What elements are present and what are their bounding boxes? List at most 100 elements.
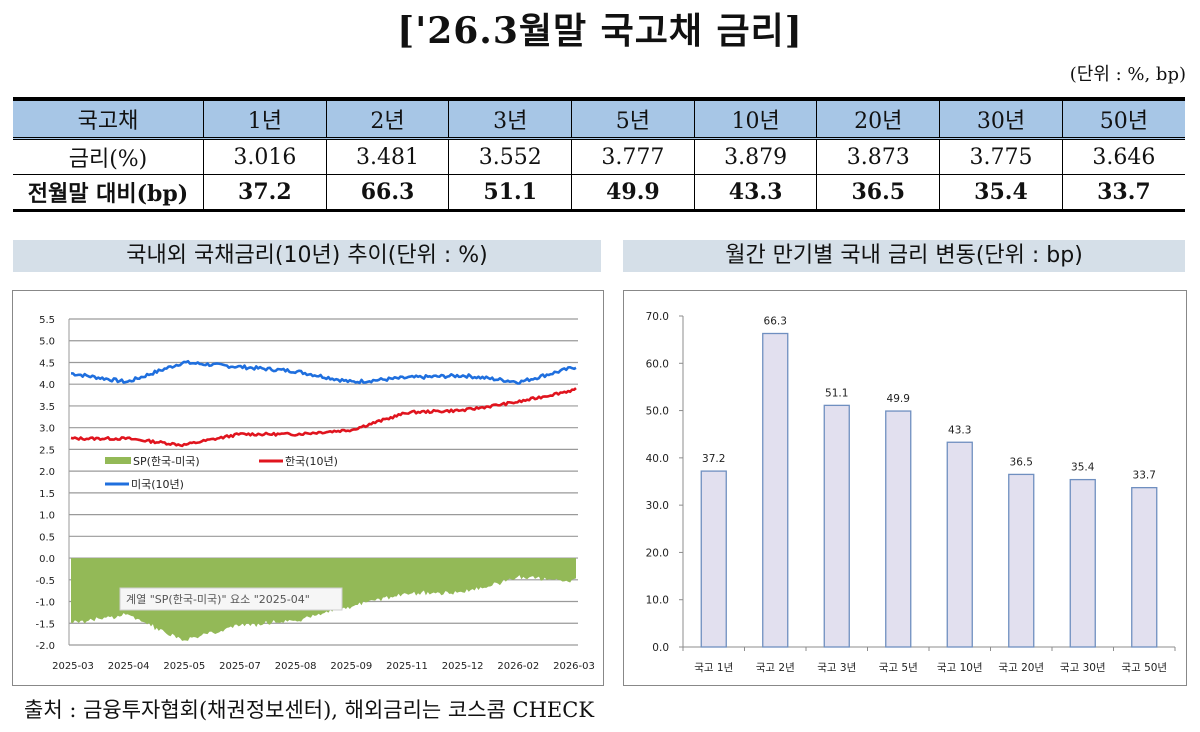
x-category-label: 국고 5년 — [879, 662, 918, 674]
x-tick-label: 2025-07 — [219, 661, 261, 672]
page-title: ['26.3월말 국고채 금리] — [397, 10, 803, 52]
header-tenor: 30년 — [939, 99, 1063, 139]
bar — [823, 404, 850, 648]
header-tenor: 3년 — [448, 99, 573, 139]
y-tick-label: -1.5 — [35, 619, 55, 630]
x-category-label: 국고 2년 — [756, 662, 795, 674]
bar — [1131, 486, 1158, 648]
bar-chart-panel: 70.0 60.0 50.0 40.0 30.0 20.0 10.0 0.0 37.2 국고 1년… — [623, 290, 1187, 686]
x-tick-label: 2025-04 — [108, 661, 150, 672]
header-tenor: 20년 — [816, 99, 941, 139]
x-category-label: 국고 50년 — [1121, 662, 1167, 674]
bar-data-label: 66.3 — [764, 315, 787, 327]
bar-data-label: 43.3 — [948, 424, 971, 436]
change-cell: 36.5 — [816, 174, 941, 211]
y-tick-label: 20.0 — [646, 547, 669, 559]
header-tenor: 5년 — [571, 99, 695, 139]
row-label: 전월말 대비(bp) — [13, 174, 204, 211]
rate-cell: 3.646 — [1061, 138, 1185, 175]
x-tick-label: 2026-03 — [553, 661, 595, 672]
rates-table: 국고채 1년 2년 3년 5년 10년 20년 30년 50년 금리(%) 3.… — [13, 97, 1185, 212]
y-tick-label: 4.0 — [39, 380, 55, 391]
x-tick-label: 2025-08 — [275, 661, 317, 672]
bar-data-label: 33.7 — [1133, 470, 1156, 482]
korea-10y-line — [70, 387, 577, 448]
y-tick-label: 1.0 — [39, 511, 55, 522]
us-10y-line — [70, 359, 577, 385]
y-tick-label: 3.5 — [39, 402, 55, 413]
change-cell: 66.3 — [325, 174, 450, 211]
rate-cell: 3.879 — [693, 138, 818, 175]
x-category-label: 국고 10년 — [937, 662, 983, 674]
x-tick-label: 2025-03 — [52, 661, 94, 672]
y-tick-label: -1.0 — [35, 598, 55, 609]
y-tick-label: 10.0 — [646, 595, 669, 607]
y-tick-label: 50.0 — [646, 406, 669, 418]
x-category-label: 국고 3년 — [817, 662, 856, 674]
x-tick-label: 2026-02 — [497, 661, 539, 672]
y-tick-label: -2.0 — [35, 641, 55, 652]
x-tick-label: 2025-12 — [442, 661, 484, 672]
y-tick-label: 0.0 — [39, 554, 55, 565]
header-tenor: 1년 — [203, 99, 327, 139]
y-tick-label: 70.0 — [646, 311, 669, 323]
line-chart: 5.5 5.0 4.5 4.0 3.5 3.0 2.5 2.0 1.5 1.0 0.5 0.0 -0.5… — [35, 315, 595, 672]
change-cell: 49.9 — [571, 174, 695, 211]
header-tenor: 2년 — [325, 99, 450, 139]
bar-chart: 70.0 60.0 50.0 40.0 30.0 20.0 10.0 0.0 37.2 국고 1년… — [646, 311, 1176, 674]
rate-cell: 3.016 — [203, 138, 327, 175]
change-cell: 51.1 — [448, 174, 573, 211]
source-footer: 출처 : 금융투자협회(채권정보센터), 해외금리는 코스콤 CHECK — [24, 698, 595, 722]
y-tick-label: 5.0 — [39, 337, 55, 348]
y-tick-label: 60.0 — [646, 358, 669, 370]
y-tick-label: 1.5 — [39, 489, 55, 500]
bar-data-label: 51.1 — [825, 387, 848, 399]
y-tick-label: 40.0 — [646, 453, 669, 465]
x-category-label: 국고 1년 — [694, 662, 733, 674]
legend-spread-swatch — [105, 457, 131, 464]
legend-spread-label: SP(한국-미국) — [133, 455, 200, 468]
y-tick-label: 3.0 — [39, 424, 55, 435]
tooltip-box — [119, 587, 343, 611]
line-chart-panel: 5.5 5.0 4.5 4.0 3.5 3.0 2.5 2.0 1.5 1.0 0.5 0.0 -0.5… — [12, 290, 604, 686]
y-tick-label: 2.0 — [39, 467, 55, 478]
x-tick-label: 2025-05 — [163, 661, 205, 672]
header-label: 국고채 — [13, 99, 204, 139]
y-tick-label: 30.0 — [646, 500, 669, 512]
x-category-label: 국고 30년 — [1060, 662, 1106, 674]
x-tick-label: 2025-09 — [330, 661, 372, 672]
y-tick-label: -0.5 — [35, 576, 55, 587]
rate-cell: 3.552 — [448, 138, 573, 175]
rate-cell: 3.775 — [939, 138, 1063, 175]
legend-korea-label: 한국(10년) — [285, 455, 338, 468]
table-row: 금리(%) 3.016 3.481 3.552 3.777 3.879 3.87… — [13, 138, 1185, 175]
rate-cell: 3.873 — [816, 138, 941, 175]
bar-data-label: 36.5 — [1010, 456, 1033, 468]
unit-note: (단위 : %, bp) — [1069, 64, 1186, 85]
x-category-label: 국고 20년 — [998, 662, 1044, 674]
y-tick-label: 2.5 — [39, 445, 55, 456]
bar — [762, 332, 789, 648]
bar — [1069, 478, 1096, 648]
change-cell: 37.2 — [203, 174, 327, 211]
header-tenor: 10년 — [693, 99, 818, 139]
bar-data-label: 35.4 — [1071, 462, 1095, 474]
rate-cell: 3.777 — [571, 138, 695, 175]
change-cell: 33.7 — [1061, 174, 1185, 211]
bar — [1008, 473, 1035, 648]
change-cell: 35.4 — [939, 174, 1063, 211]
bar-data-label: 49.9 — [887, 393, 910, 405]
bar — [885, 410, 912, 648]
y-tick-label: 0.5 — [39, 532, 55, 543]
rate-cell: 3.481 — [325, 138, 450, 175]
left-section-title: 국내외 국채금리(10년) 추이(단위 : %) — [13, 240, 601, 272]
y-tick-label: 0.0 — [652, 642, 669, 654]
legend-us-label: 미국(10년) — [131, 478, 184, 491]
bar — [700, 470, 727, 648]
bar-data-label: 37.2 — [702, 453, 725, 465]
bar — [946, 441, 973, 648]
tooltip-text: 계열 "SP(한국-미국)" 요소 "2025-04" — [126, 593, 310, 606]
x-tick-label: 2025-11 — [386, 661, 428, 672]
y-tick-label: 4.5 — [39, 358, 55, 369]
y-tick-label: 5.5 — [39, 315, 55, 326]
